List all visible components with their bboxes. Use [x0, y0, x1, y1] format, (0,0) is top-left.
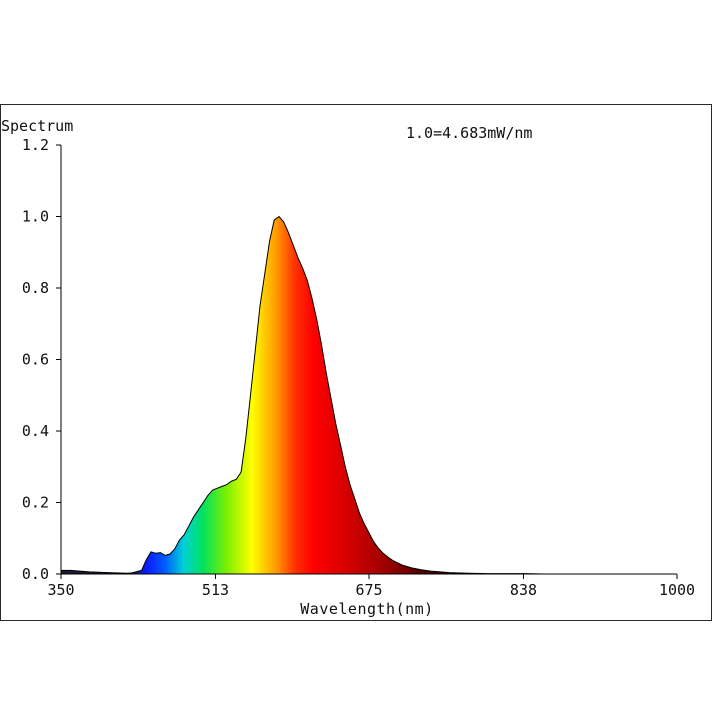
y-tick-label: 0.8 — [22, 279, 49, 297]
x-axis-label: Wavelength(nm) — [300, 600, 433, 618]
y-tick-label: 1.2 — [22, 136, 49, 154]
spectrum-chart: 0.0 0.2 0.4 0.6 0.8 1.0 1.2 350 513 675 838 1000 S… — [1, 117, 695, 618]
spectrum-outline — [61, 215, 677, 575]
x-tick-label: 513 — [202, 581, 229, 599]
x-tick-label: 1000 — [659, 581, 695, 599]
x-ticks: 350 513 675 838 1000 — [47, 574, 695, 599]
chart-title: Spectrum — [1, 117, 73, 135]
y-tick-label: 1.0 — [22, 208, 49, 226]
y-tick-label: 0.4 — [22, 422, 49, 440]
x-tick-label: 350 — [47, 581, 74, 599]
y-tick-label: 0.0 — [22, 565, 49, 583]
y-tick-label: 0.6 — [22, 351, 49, 369]
x-tick-label: 675 — [355, 581, 382, 599]
scale-annotation: 1.0=4.683mW/nm — [406, 124, 532, 142]
y-tick-label: 0.2 — [22, 494, 49, 512]
x-tick-label: 838 — [510, 581, 537, 599]
y-ticks: 0.0 0.2 0.4 0.6 0.8 1.0 1.2 — [22, 136, 61, 583]
spectrum-area — [61, 216, 677, 574]
chart-frame: 0.0 0.2 0.4 0.6 0.8 1.0 1.2 350 513 675 838 1000 S… — [0, 104, 712, 621]
